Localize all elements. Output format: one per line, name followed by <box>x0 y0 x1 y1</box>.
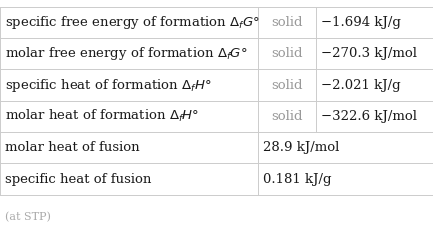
Text: −322.6 kJ/mol: −322.6 kJ/mol <box>321 110 417 123</box>
Text: −270.3 kJ/mol: −270.3 kJ/mol <box>321 47 417 60</box>
Text: solid: solid <box>271 110 303 123</box>
Text: solid: solid <box>271 16 303 29</box>
Text: molar free energy of formation $\Delta_f G°$: molar free energy of formation $\Delta_f… <box>5 45 248 62</box>
Text: specific heat of formation $\Delta_f H°$: specific heat of formation $\Delta_f H°$ <box>5 77 212 94</box>
Text: −1.694 kJ/g: −1.694 kJ/g <box>321 16 401 29</box>
Text: 28.9 kJ/mol: 28.9 kJ/mol <box>263 141 339 154</box>
Text: solid: solid <box>271 79 303 92</box>
Text: molar heat of formation $\Delta_f H°$: molar heat of formation $\Delta_f H°$ <box>5 108 200 124</box>
Text: specific heat of fusion: specific heat of fusion <box>5 172 152 185</box>
Text: molar heat of fusion: molar heat of fusion <box>5 141 140 154</box>
Text: (at STP): (at STP) <box>5 212 51 223</box>
Text: specific free energy of formation $\Delta_f G°$: specific free energy of formation $\Delt… <box>5 14 260 31</box>
Text: solid: solid <box>271 47 303 60</box>
Text: −2.021 kJ/g: −2.021 kJ/g <box>321 79 401 92</box>
Text: 0.181 kJ/g: 0.181 kJ/g <box>263 172 331 185</box>
